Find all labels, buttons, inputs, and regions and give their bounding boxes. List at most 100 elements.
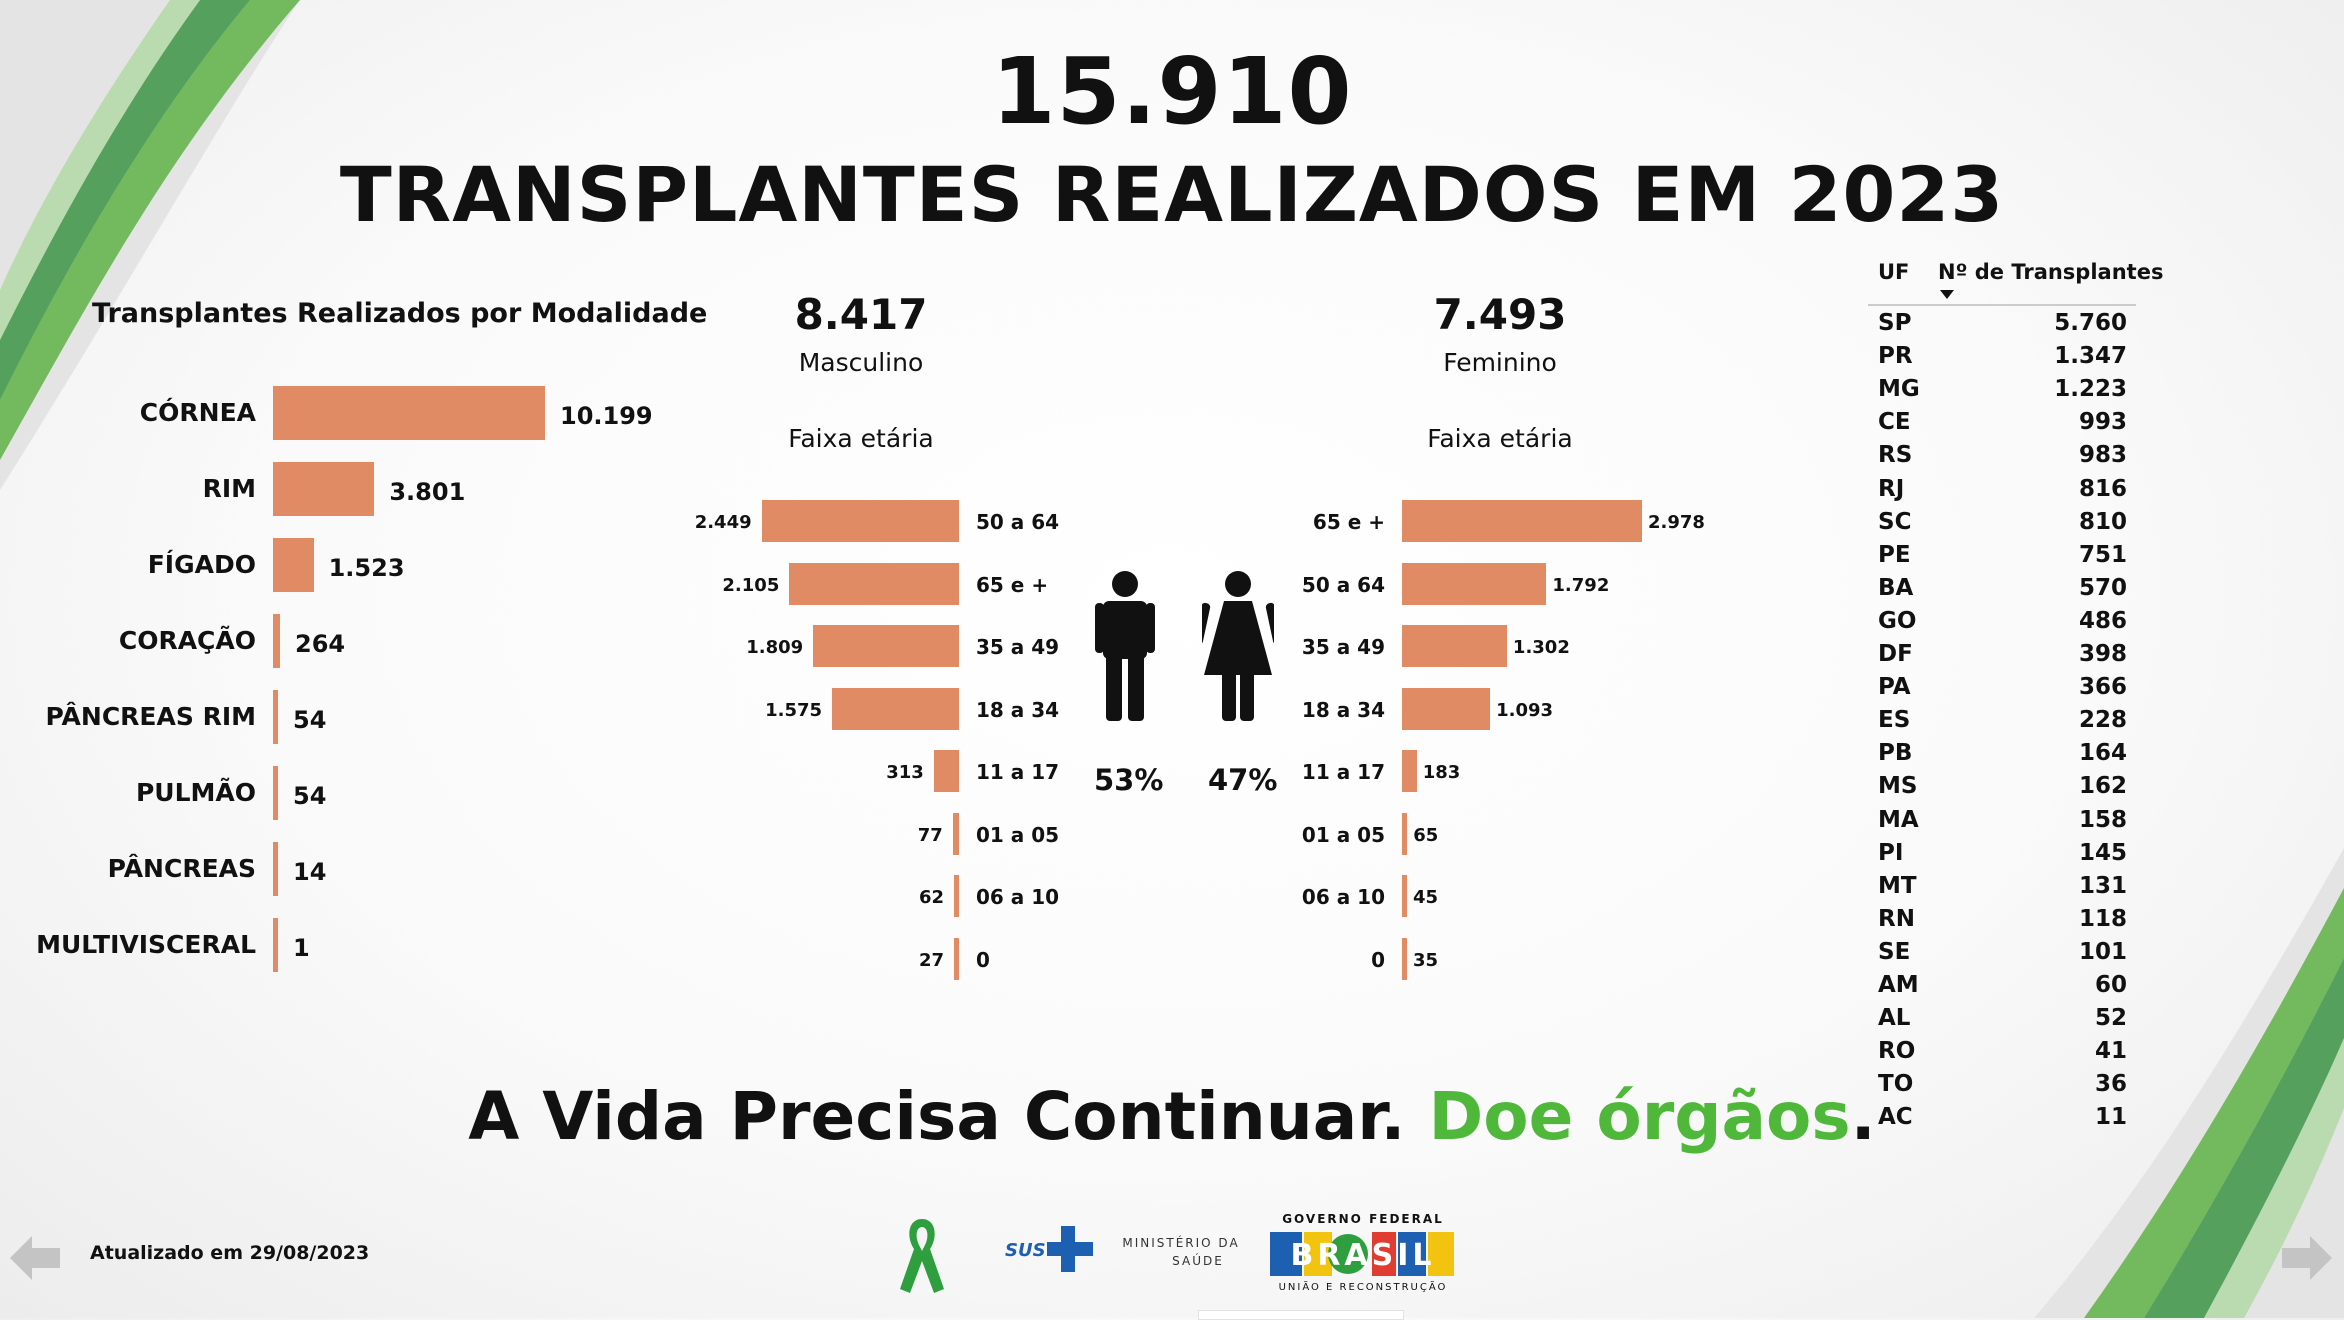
table-row[interactable]: PE 751 xyxy=(1868,542,2136,574)
table-row[interactable]: DF 398 xyxy=(1868,641,2136,673)
uf-code: AL xyxy=(1878,1005,1911,1032)
uf-count: 131 xyxy=(2078,872,2127,899)
male-age-value: 2.449 xyxy=(694,512,752,533)
ministry-line2: SAÚDE xyxy=(1172,1254,1224,1268)
modality-label: PÂNCREAS RIM xyxy=(45,702,256,731)
sus-logo: SUS xyxy=(1005,1226,1093,1276)
uf-column-header[interactable]: UF xyxy=(1878,260,1910,284)
uf-code: AC xyxy=(1878,1104,1913,1131)
sort-desc-icon[interactable] xyxy=(1940,290,1954,299)
table-row[interactable]: CE 993 xyxy=(1868,409,2136,441)
table-row[interactable]: MG 1.223 xyxy=(1868,376,2136,408)
table-row[interactable]: AC 11 xyxy=(1868,1104,2136,1136)
male-person-icon xyxy=(1095,571,1155,721)
table-row[interactable]: PA 366 xyxy=(1868,674,2136,706)
gov-logo-graphic xyxy=(1270,1232,1454,1276)
table-row[interactable]: RS 983 xyxy=(1868,442,2136,474)
uf-code: PE xyxy=(1878,541,1911,568)
uf-count: 145 xyxy=(2078,839,2127,866)
modality-value: 1 xyxy=(293,934,310,962)
modality-value: 54 xyxy=(293,706,327,734)
uf-count: 810 xyxy=(2078,508,2127,535)
uf-count: 751 xyxy=(2078,541,2127,568)
modality-label: PÂNCREAS xyxy=(107,854,256,883)
male-age-label: 50 a 64 xyxy=(976,510,1060,534)
female-age-bar xyxy=(1402,875,1407,917)
female-label: Feminino xyxy=(1443,348,1557,377)
uf-code: PR xyxy=(1878,343,1913,370)
back-arrow-icon[interactable] xyxy=(10,1232,60,1284)
uf-count: 60 xyxy=(2094,972,2127,998)
modality-label: PULMÃO xyxy=(135,778,256,807)
uf-count: 993 xyxy=(2078,409,2127,436)
table-row[interactable]: RJ 816 xyxy=(1868,476,2136,508)
table-row[interactable]: BA 570 xyxy=(1868,575,2136,607)
table-row[interactable]: PR 1.347 xyxy=(1868,343,2136,375)
uf-count: 816 xyxy=(2078,475,2127,502)
last-updated: Atualizado em 29/08/2023 xyxy=(90,1242,370,1264)
female-age-label: 65 e + xyxy=(1312,510,1385,534)
uf-code: MG xyxy=(1878,376,1920,403)
modality-label: CÓRNEA xyxy=(139,398,256,427)
slogan: A Vida Precisa Continuar. Doe órgãos. xyxy=(0,1078,2344,1155)
forward-arrow-icon[interactable] xyxy=(2282,1232,2332,1284)
female-age-label: 0 xyxy=(1371,947,1385,972)
ministry-line1: MINISTÉRIO DA xyxy=(1122,1236,1240,1250)
male-age-label: 35 a 49 xyxy=(976,635,1060,659)
table-row[interactable]: SP 5.760 xyxy=(1868,310,2136,342)
table-row[interactable]: PB 164 xyxy=(1868,740,2136,772)
modality-label: FÍGADO xyxy=(147,550,256,579)
table-row[interactable]: GO 486 xyxy=(1868,608,2136,640)
table-row[interactable]: MT 131 xyxy=(1868,873,2136,905)
modality-value: 10.199 xyxy=(560,402,653,430)
table-row[interactable]: AM 60 xyxy=(1868,972,2136,1004)
female-age-value: 45 xyxy=(1413,887,1439,908)
table-row[interactable]: RO 41 xyxy=(1868,1038,2136,1070)
count-column-header[interactable]: Nº de Transplantes xyxy=(1938,260,2164,284)
uf-count: 41 xyxy=(2094,1038,2127,1065)
uf-code: PA xyxy=(1878,674,1911,701)
uf-count: 228 xyxy=(2078,707,2127,734)
table-row[interactable]: AL 52 xyxy=(1868,1005,2136,1037)
female-age-bar xyxy=(1402,687,1491,730)
modality-bar xyxy=(273,538,314,592)
female-age-value: 183 xyxy=(1422,762,1461,783)
female-age-bar xyxy=(1402,562,1547,605)
uf-code: SE xyxy=(1878,938,1911,965)
male-age-label: 65 e + xyxy=(976,572,1049,597)
female-age-value: 35 xyxy=(1413,949,1439,971)
modality-bar xyxy=(273,462,375,516)
female-age-bar xyxy=(1402,750,1417,792)
table-row[interactable]: ES 228 xyxy=(1868,707,2136,739)
modality-label: MULTIVISCERAL xyxy=(36,930,256,959)
modality-bar xyxy=(273,690,278,744)
table-row[interactable]: MA 158 xyxy=(1868,807,2136,839)
uf-code: PI xyxy=(1878,839,1904,866)
male-age-value: 77 xyxy=(917,824,943,846)
female-age-title: Faixa etária xyxy=(1427,424,1573,453)
female-age-bar xyxy=(1402,937,1407,980)
table-row[interactable]: PI 145 xyxy=(1868,840,2136,872)
table-row[interactable]: SC 810 xyxy=(1868,509,2136,541)
female-age-value: 2.978 xyxy=(1648,512,1705,533)
modality-label: RIM xyxy=(202,474,256,503)
male-age-value: 27 xyxy=(918,949,944,971)
uf-count: 52 xyxy=(2094,1005,2127,1032)
table-row[interactable]: MS 162 xyxy=(1868,773,2136,805)
female-age-label: 35 a 49 xyxy=(1301,635,1385,659)
male-age-label: 01 a 05 xyxy=(976,822,1060,847)
bottom-tab xyxy=(1198,1310,1404,1320)
table-row[interactable]: RN 118 xyxy=(1868,906,2136,938)
sus-cross-horizontal xyxy=(1047,1242,1093,1256)
uf-code: RJ xyxy=(1878,475,1905,502)
table-row[interactable]: SE 101 xyxy=(1868,939,2136,971)
slogan-period: . xyxy=(1850,1078,1876,1155)
male-age-bar xyxy=(813,625,959,667)
uf-code: SP xyxy=(1878,310,1912,336)
male-count: 8.417 xyxy=(794,290,928,339)
gov-brasil-logo: GOVERNO FEDERAL BRASIL UNIÃO E RECONSTRU… xyxy=(1268,1208,1458,1296)
male-age-bar xyxy=(954,875,959,917)
uf-count: 158 xyxy=(2078,806,2127,833)
table-row[interactable]: TO 36 xyxy=(1868,1071,2136,1103)
female-age-bar xyxy=(1402,625,1507,667)
